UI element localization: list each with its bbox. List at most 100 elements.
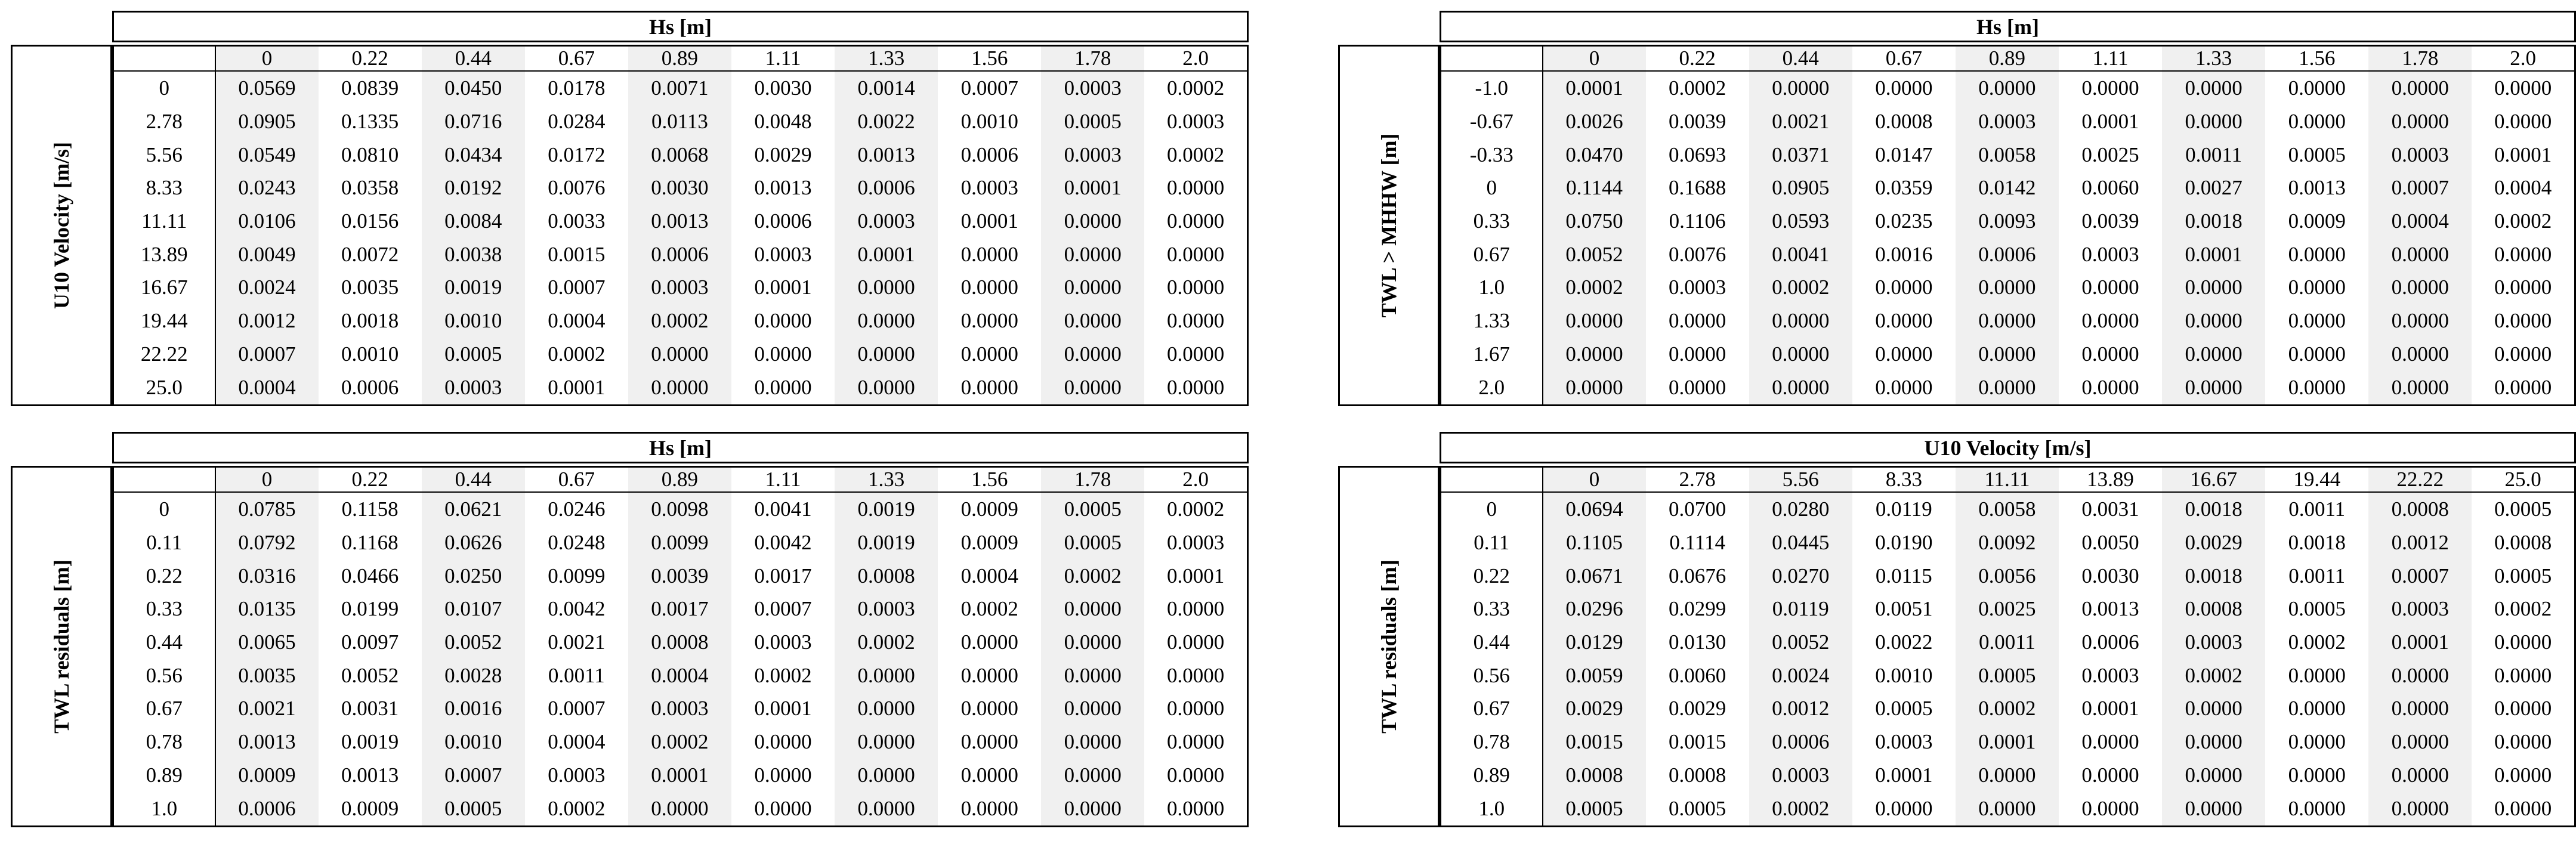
row-axis-title-box: TWL > MHHW [m] (1338, 45, 1440, 406)
probability-cell: 0.0002 (1167, 497, 1225, 521)
probability-cell: 0.0190 (1875, 530, 1933, 554)
column-header: 1.78 (1041, 466, 1145, 493)
probability-cell: 0.0050 (2081, 530, 2139, 554)
probability-cell: 0.0071 (628, 71, 731, 106)
probability-cell: 0.0060 (2081, 176, 2139, 200)
probability-cell: 0.0000 (1041, 205, 1145, 238)
probability-cell: 0.0017 (754, 564, 812, 588)
probability-cell: 0.0000 (835, 271, 938, 305)
row-label: -0.33 (1440, 138, 1543, 172)
probability-cell: 0.0000 (835, 304, 938, 338)
probability-cell: 0.0002 (960, 597, 1018, 621)
probability-cell: 0.0000 (1955, 71, 2059, 106)
probability-cell: 0.0049 (215, 237, 319, 271)
column-header: 0.67 (524, 45, 628, 72)
probability-cell: 0.0000 (2162, 304, 2266, 338)
probability-cell: 0.0003 (548, 763, 606, 787)
probability-cell: 0.0009 (341, 796, 399, 820)
column-header: 0 (215, 45, 319, 72)
probability-cell: 0.0000 (1542, 304, 1646, 338)
probability-cell: 0.0000 (1167, 375, 1225, 399)
probability-cell: 0.0006 (2081, 630, 2139, 654)
probability-cell: 0.0235 (1875, 209, 1933, 233)
probability-cell: 0.0792 (215, 526, 319, 559)
table-row: 5.56 0.0549 0.0810 0.0434 0.0172 0.0068 0.0029… (113, 138, 1248, 172)
table-row: 0 0.1144 0.1688 0.0905 0.0359 0.0142 0.0060 0.0… (1440, 171, 2575, 205)
probability-cell: 0.0003 (1167, 530, 1225, 554)
table-row: 0 0.0569 0.0839 0.0450 0.0178 0.0071 0.0030 0.0… (113, 71, 1248, 106)
probability-cell: 0.0445 (1749, 526, 1852, 559)
probability-cell: 0.0280 (1749, 492, 1852, 527)
column-header: 1.33 (835, 45, 938, 72)
probability-cell: 0.0000 (2162, 71, 2266, 106)
probability-cell: 0.0015 (548, 242, 606, 266)
probability-cell: 0.0019 (835, 492, 938, 527)
probability-cell: 0.0008 (1542, 758, 1646, 792)
probability-cell: 0.0000 (2494, 242, 2552, 266)
probability-cell: 0.0000 (960, 763, 1018, 787)
probability-cell: 0.0000 (2494, 663, 2552, 687)
probability-cell: 0.0129 (1542, 626, 1646, 659)
probability-cell: 0.0018 (2162, 492, 2266, 527)
probability-cell: 0.0000 (2081, 309, 2139, 333)
row-label: 0 (1440, 492, 1543, 527)
row-axis-title: TWL residuals [m] (1377, 559, 1401, 734)
probability-cell: 0.0000 (960, 663, 1018, 687)
probability-cell: 0.0000 (2162, 725, 2266, 759)
probability-cell: 0.0003 (1041, 138, 1145, 172)
probability-cell: 0.0092 (1955, 526, 2059, 559)
table-row: 0.67 0.0052 0.0076 0.0041 0.0016 0.0006 0.0003… (1440, 237, 2575, 271)
header-row: 0 0.22 0.44 0.67 0.89 1.11 1.33 1.56 1.78 2.0 (113, 45, 1248, 72)
probability-cell: 0.0000 (2081, 76, 2139, 100)
row-label: 16.67 (113, 271, 216, 305)
row-axis-title: TWL > MHHW [m] (1377, 133, 1401, 318)
probability-cell: 0.0000 (1041, 237, 1145, 271)
probability-cell: 0.0018 (2288, 530, 2346, 554)
header-row: 0 0.22 0.44 0.67 0.89 1.11 1.33 1.56 1.78 2.0 (113, 466, 1248, 493)
probability-cell: 0.0694 (1542, 492, 1646, 527)
probability-cell: 0.0006 (215, 791, 319, 827)
column-header: 1.33 (835, 466, 938, 493)
probability-cell: 0.0569 (215, 71, 319, 106)
column-header: 2.0 (2472, 45, 2575, 72)
probability-cell: 0.0000 (1167, 630, 1225, 654)
probability-cell: 0.0010 (1875, 663, 1933, 687)
corner-cell (113, 466, 216, 493)
column-header: 1.56 (938, 466, 1042, 493)
table-row: 0.89 0.0009 0.0013 0.0007 0.0003 0.0001 0.0000… (113, 758, 1248, 792)
probability-cell: 0.0000 (960, 276, 1018, 299)
probability-cell: 0.0041 (754, 497, 812, 521)
probability-cell: 0.0038 (421, 237, 525, 271)
column-header: 0 (215, 466, 319, 493)
probability-cell: 0.0000 (2288, 109, 2346, 133)
probability-cell: 0.0693 (1669, 143, 1726, 166)
probability-cell: 0.0000 (2081, 375, 2139, 399)
probability-cell: 0.0026 (1542, 105, 1646, 138)
probability-cell: 0.0041 (1749, 237, 1852, 271)
probability-cell: 0.0001 (628, 758, 731, 792)
probability-cell: 0.0060 (1669, 663, 1726, 687)
column-header: 5.56 (1749, 466, 1852, 493)
probability-cell: 0.0700 (1669, 497, 1726, 521)
probability-cell: 0.0250 (421, 559, 525, 593)
column-header: 0.22 (318, 466, 422, 493)
row-label: 0.33 (1440, 592, 1543, 626)
row-label: 1.0 (1440, 791, 1543, 827)
column-header: 0.44 (421, 466, 525, 493)
probability-cell: 0.0156 (341, 209, 399, 233)
probability-cell: 0.0004 (628, 658, 731, 692)
probability-cell: 0.0750 (1542, 205, 1646, 238)
probability-cell: 0.0000 (2494, 309, 2552, 333)
probability-cell: 0.0107 (421, 592, 525, 626)
probability-cell: 0.0316 (215, 559, 319, 593)
probability-cell: 0.0052 (421, 626, 525, 659)
table-row: 0.22 0.0671 0.0676 0.0270 0.0115 0.0056 0.0030… (1440, 559, 2575, 593)
probability-cell: 0.0011 (2288, 564, 2346, 588)
probability-cell: 0.0000 (2368, 725, 2472, 759)
probability-cell: 0.1158 (341, 497, 399, 521)
column-axis-title: Hs [m] (112, 432, 1249, 463)
probability-cell: 0.0000 (1167, 342, 1225, 366)
probability-cell: 0.0000 (2368, 370, 2472, 406)
probability-cell: 0.0003 (835, 205, 938, 238)
probability-cell: 0.0003 (754, 630, 812, 654)
